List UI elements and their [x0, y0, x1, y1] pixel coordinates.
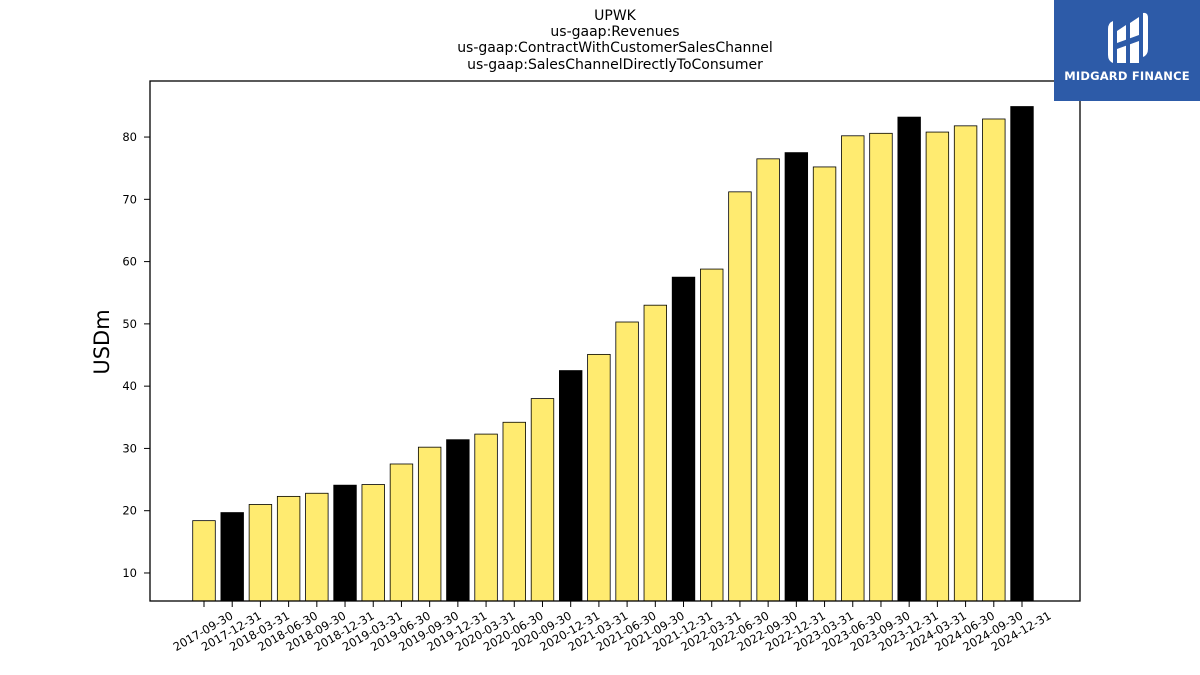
bar-2022-12-31	[784, 152, 809, 602]
midgard-logo-mark-icon	[1108, 12, 1148, 63]
bar-2022-03-31	[700, 268, 724, 602]
bar-series	[192, 106, 1034, 602]
y-tick-label: 50	[122, 317, 137, 331]
bar-2018-06-30	[276, 495, 301, 602]
title-line-1: UPWK	[594, 8, 637, 24]
logo-text: MIDGARD FINANCE	[1064, 69, 1190, 83]
bar-2021-12-31	[671, 276, 696, 602]
bar-2019-06-30	[389, 463, 414, 602]
title-line-3: us-gaap:ContractWithCustomerSalesChannel	[457, 40, 773, 56]
bar-2020-06-30	[502, 421, 526, 602]
y-tick-label: 80	[122, 130, 137, 144]
y-tick-label: 70	[122, 192, 137, 206]
bar-2022-06-30	[728, 191, 752, 602]
bar-2019-09-30	[417, 446, 442, 602]
bar-2018-03-31	[248, 504, 273, 602]
y-tick-label: 60	[122, 255, 137, 269]
y-tick-label: 30	[122, 441, 137, 455]
y-tick-label: 10	[122, 566, 137, 580]
bar-2021-03-31	[587, 353, 611, 602]
bar-2024-06-30	[953, 125, 978, 602]
title-line-4: us-gaap:SalesChannelDirectlyToConsumer	[467, 57, 763, 73]
y-axis-label: USDm	[90, 309, 114, 374]
bar-2022-09-30	[756, 158, 780, 602]
title-line-2: us-gaap:Revenues	[550, 24, 679, 40]
bar-2020-03-31	[474, 433, 498, 602]
y-tick-label: 20	[122, 504, 137, 518]
y-tick-label: 40	[122, 379, 137, 393]
bar-2023-09-30	[869, 132, 893, 602]
y-axis: 10 20 30 40 50 60 70 80	[122, 130, 150, 580]
bar-2023-06-30	[841, 135, 865, 602]
bar-2024-03-31	[925, 131, 950, 602]
chart-title: UPWK us-gaap:Revenues us-gaap:ContractWi…	[457, 8, 773, 73]
midgard-finance-logo: MIDGARD FINANCE	[1054, 0, 1200, 101]
plot-frame	[149, 80, 1081, 602]
x-axis: 2017-09-302017-12-312018-03-312018-06-30…	[171, 601, 1054, 654]
bar-2017-09-30	[192, 520, 216, 602]
bar-2018-12-31	[333, 484, 357, 602]
bar-2020-09-30	[530, 398, 555, 602]
bar-2021-09-30	[643, 304, 668, 602]
bar-2023-03-31	[812, 166, 837, 602]
bar-2019-12-31	[446, 439, 470, 602]
bar-2023-12-31	[897, 116, 921, 602]
bar-2021-06-30	[615, 321, 639, 602]
bar-2019-03-31	[361, 484, 385, 602]
bar-2024-09-30	[982, 118, 1006, 602]
bar-2017-12-31	[220, 512, 244, 602]
bar-2018-09-30	[305, 492, 329, 602]
bar-2024-12-31	[1010, 106, 1034, 602]
bar-2020-12-31	[559, 370, 583, 602]
